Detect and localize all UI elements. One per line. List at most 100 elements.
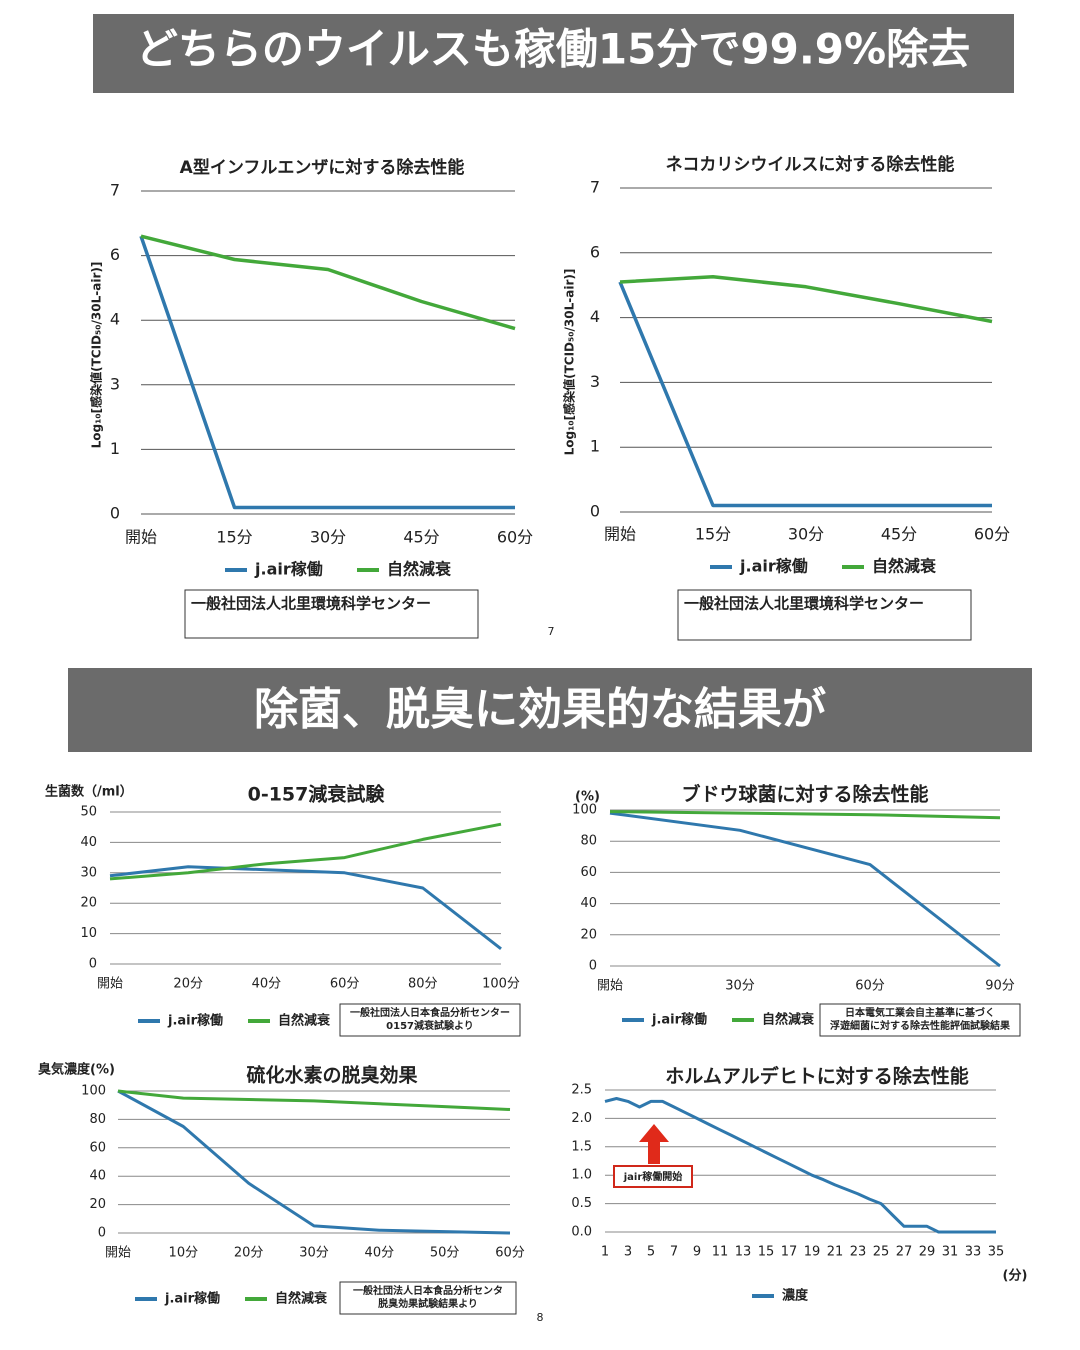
y-tick-label: 0.0 (571, 1225, 592, 1240)
y-tick-label: 80 (580, 834, 597, 849)
x-tick-label: 90分 (985, 979, 1015, 994)
header-title: 除菌、脱臭に効果的な結果が (254, 684, 826, 735)
x-tick-label: 開始 (105, 1246, 131, 1261)
y-tick-label: 1 (590, 437, 600, 456)
y-tick-label: 6 (590, 242, 600, 261)
source-box (339, 1281, 517, 1315)
source-text: 脱臭効果試験結果より (378, 1297, 478, 1310)
y-tick-label: 7 (590, 178, 600, 197)
y-tick-label: 1.0 (571, 1168, 592, 1183)
chart-title: ブドウ球菌に対する除去性能 (681, 783, 928, 806)
y-tick-label: 50 (80, 805, 97, 820)
annotation-box (613, 1165, 693, 1188)
x-tick-label: 10分 (169, 1246, 199, 1261)
x-tick-label: 開始 (125, 528, 157, 547)
annotation-text: jair稼働開始 (623, 1170, 683, 1183)
y-axis-label: 生菌数（/ml） (45, 784, 133, 800)
legend-label: j.air稼働 (164, 1291, 220, 1307)
x-tick-label: 21 (827, 1245, 844, 1260)
y-tick-label: 20 (580, 927, 597, 942)
chart-title: 硫化水素の脱臭効果 (246, 1064, 417, 1087)
x-tick-label: 開始 (597, 979, 623, 994)
x-tick-label: 1 (601, 1245, 609, 1260)
x-tick-label: 19 (804, 1245, 821, 1260)
header-band (93, 14, 1014, 93)
x-tick-label: 15 (758, 1245, 775, 1260)
source-box (184, 589, 479, 639)
x-tick-label: 35 (988, 1245, 1005, 1260)
x-tick-label: 60分 (497, 528, 533, 547)
y-tick-label: 20 (80, 896, 97, 911)
legend-label: 自然減衰 (387, 560, 452, 579)
y-tick-label: 3 (110, 374, 120, 393)
x-tick-label: 23 (850, 1245, 867, 1260)
legend-label: 自然減衰 (275, 1291, 328, 1307)
x-tick-label: 20分 (234, 1246, 264, 1261)
y-tick-label: 2.0 (571, 1111, 592, 1126)
y-tick-label: 1.5 (571, 1139, 592, 1154)
y-tick-label: 2.5 (571, 1083, 592, 1098)
y-tick-label: 40 (580, 896, 597, 911)
source-box (677, 589, 972, 641)
series-line (109, 822, 502, 881)
x-tick-label: 30分 (788, 525, 824, 544)
series-line (604, 1097, 996, 1234)
y-tick-label: 3 (590, 372, 600, 391)
page-number: 7 (548, 625, 555, 638)
y-tick-label: 100 (81, 1084, 106, 1099)
legend-label: j.air稼働 (254, 560, 323, 579)
y-axis-label: (%) (575, 790, 600, 805)
y-tick-label: 4 (110, 310, 120, 329)
x-tick-label: 33 (965, 1245, 982, 1260)
y-tick-label: 7 (110, 181, 120, 200)
source-box (339, 1003, 521, 1037)
source-text: 一般社団法人日本食品分析センタ (353, 1284, 503, 1297)
legend-label: 自然減衰 (278, 1013, 331, 1029)
series-line (609, 811, 1001, 968)
source-box (819, 1003, 1021, 1037)
x-tick-label: 30分 (310, 528, 346, 547)
legend-label: j.air稼働 (651, 1012, 707, 1028)
series-line (117, 1089, 511, 1111)
annotation-arrow (639, 1124, 669, 1164)
x-tick-label: 5 (647, 1245, 655, 1260)
y-tick-label: 60 (89, 1140, 106, 1155)
x-tick-label: 45分 (881, 525, 917, 544)
source-text: 一般社団法人北里環境科学センター (191, 595, 431, 613)
chart-title: ネコカリシウイルスに対する除去性能 (666, 154, 955, 175)
chart-title: A型インフルエンザに対する除去性能 (180, 157, 465, 178)
source-text: 浮遊細菌に対する除去性能評価試験結果 (830, 1019, 1011, 1032)
y-axis-label: 臭気濃度(%) (38, 1062, 115, 1078)
legend-label: 濃度 (782, 1288, 809, 1304)
y-tick-label: 20 (89, 1197, 106, 1212)
header-band (68, 668, 1032, 752)
y-tick-label: 10 (80, 926, 97, 941)
x-tick-label: 9 (693, 1245, 701, 1260)
source-text: 0157減衰試験より (386, 1019, 474, 1032)
x-axis-unit: (分) (1003, 1268, 1028, 1284)
legend-label: j.air稼働 (739, 557, 808, 576)
series-line (618, 281, 992, 508)
y-tick-label: 4 (590, 307, 600, 326)
x-tick-label: 20分 (173, 977, 203, 992)
x-tick-label: 45分 (403, 528, 439, 547)
x-tick-label: 80分 (408, 977, 438, 992)
y-tick-label: 0 (110, 504, 120, 523)
header-title: どちらのウイルスも稼働15分で99.9%除去 (136, 25, 970, 74)
x-tick-label: 31 (942, 1245, 959, 1260)
x-tick-label: 50分 (430, 1246, 460, 1261)
x-tick-label: 29 (919, 1245, 936, 1260)
y-axis-label: Log₁₀[感染値(TCID₅₀/30L-air)] (562, 269, 577, 456)
page-number: 8 (537, 1311, 544, 1324)
y-tick-label: 0 (589, 959, 597, 974)
series-line (140, 234, 516, 331)
x-tick-label: 17 (781, 1245, 798, 1260)
source-text: 一般社団法人日本食品分析センター (350, 1006, 510, 1019)
y-axis-label: Log₁₀[感染値(TCID₅₀/30L-air)] (89, 262, 104, 449)
x-tick-label: 60分 (855, 979, 885, 994)
x-tick-label: 15分 (695, 525, 731, 544)
y-tick-label: 0 (89, 957, 97, 972)
x-tick-label: 60分 (330, 977, 360, 992)
x-tick-label: 11 (712, 1245, 729, 1260)
